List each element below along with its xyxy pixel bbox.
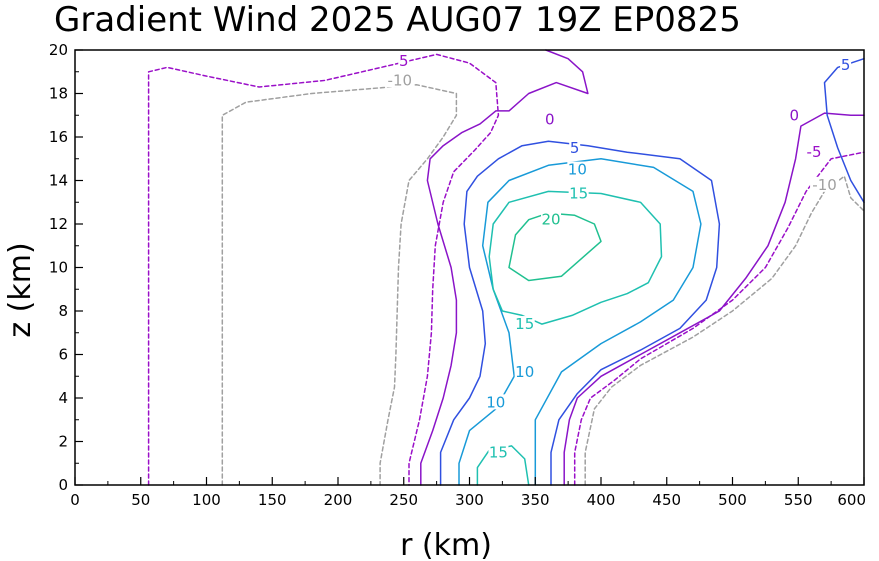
contour-line--10-0: [221, 84, 458, 486]
contour-line-5-0: [439, 140, 721, 486]
contour-label-bg-9: [485, 394, 506, 410]
contour-label-bg-12: [788, 107, 800, 123]
contour-label-bg-3: [569, 139, 581, 155]
contour-label-4: 10: [568, 161, 587, 179]
y-tick-label-3: 6: [58, 346, 68, 364]
x-tick-label-2: 100: [192, 491, 221, 509]
contour-label-bg-13: [804, 144, 825, 160]
y-tick-label-6: 12: [49, 215, 68, 233]
x-tick-label-11: 550: [784, 491, 813, 509]
contour-label-10: 15: [489, 443, 508, 461]
contour-label-bg-5: [568, 185, 589, 201]
x-tick-label-7: 350: [521, 491, 550, 509]
x-tick-label-0: 0: [70, 491, 80, 509]
y-tick-label-5: 10: [49, 259, 68, 277]
contour-label-bg-0: [398, 52, 410, 68]
contour-label-2: 0: [545, 111, 555, 129]
x-tick-label-5: 250: [389, 491, 418, 509]
contour-line-0-0: [420, 49, 589, 486]
contour-layer: [147, 49, 865, 486]
contour-line-20-0: [508, 212, 602, 282]
contour-line--5-1: [573, 151, 865, 486]
x-tick-label-3: 150: [258, 491, 287, 509]
contour-label-6: 20: [541, 211, 560, 229]
contour-line--5-0: [147, 53, 500, 486]
y-tick-label-4: 8: [58, 302, 68, 320]
contour-label-bg-6: [541, 211, 562, 227]
contour-line-10-0: [458, 158, 702, 486]
contour-label-14: -10: [812, 176, 837, 194]
contour-label-13: -5: [807, 143, 822, 161]
contour-label-bg-2: [544, 111, 556, 127]
y-tick-label-10: 20: [49, 41, 68, 59]
x-tick-label-9: 450: [652, 491, 681, 509]
contour-line--10-1: [584, 175, 865, 486]
contour-label-0: 5: [399, 52, 409, 70]
y-tick-label-1: 2: [58, 433, 68, 451]
y-axis-ticks: 0 2 4 6 8 10 12 14 16 18 20: [49, 41, 83, 494]
contour-label-8: 10: [515, 363, 534, 381]
contour-label-bg-10: [488, 444, 509, 460]
x-tick-label-10: 500: [718, 491, 747, 509]
y-tick-label-9: 18: [49, 85, 68, 103]
y-tick-label-7: 14: [49, 172, 68, 190]
x-axis-ticks: 0 50 100 150 200 250 300 350 400 450 500 550 600: [70, 477, 866, 509]
contour-label-bg-4: [567, 161, 588, 177]
y-tick-label-2: 4: [58, 389, 68, 407]
contour-line-5-1: [823, 57, 865, 204]
contour-label-7: 15: [515, 315, 534, 333]
x-tick-label-8: 400: [587, 491, 616, 509]
contour-line-15-1: [488, 190, 663, 325]
contour-label-bg-7: [514, 316, 535, 332]
x-tick-label-6: 300: [455, 491, 484, 509]
y-tick-label-8: 16: [49, 128, 68, 146]
x-tick-label-12: 600: [837, 491, 866, 509]
y-axis-label: z (km): [3, 242, 38, 337]
x-tick-label-1: 50: [131, 491, 150, 509]
contour-label-1: -10: [388, 71, 413, 89]
y-tick-label-0: 0: [58, 476, 68, 494]
contour-label-bg-14: [810, 176, 840, 192]
contour-label-9: 10: [486, 393, 505, 411]
contour-label-11: 5: [841, 56, 851, 74]
contour-label-5: 15: [569, 185, 588, 203]
contour-line-0-1: [563, 112, 865, 486]
contour-label-bg-11: [840, 57, 852, 73]
contour-label-bg-8: [514, 363, 535, 379]
x-axis-label: r (km): [400, 528, 492, 561]
x-tick-label-4: 200: [324, 491, 353, 509]
contour-label-3: 5: [570, 139, 580, 157]
chart-title: Gradient Wind 2025 AUG07 19Z EP0825: [54, 0, 741, 40]
contour-label-bg-1: [385, 72, 415, 88]
contour-label-12: 0: [790, 106, 800, 124]
